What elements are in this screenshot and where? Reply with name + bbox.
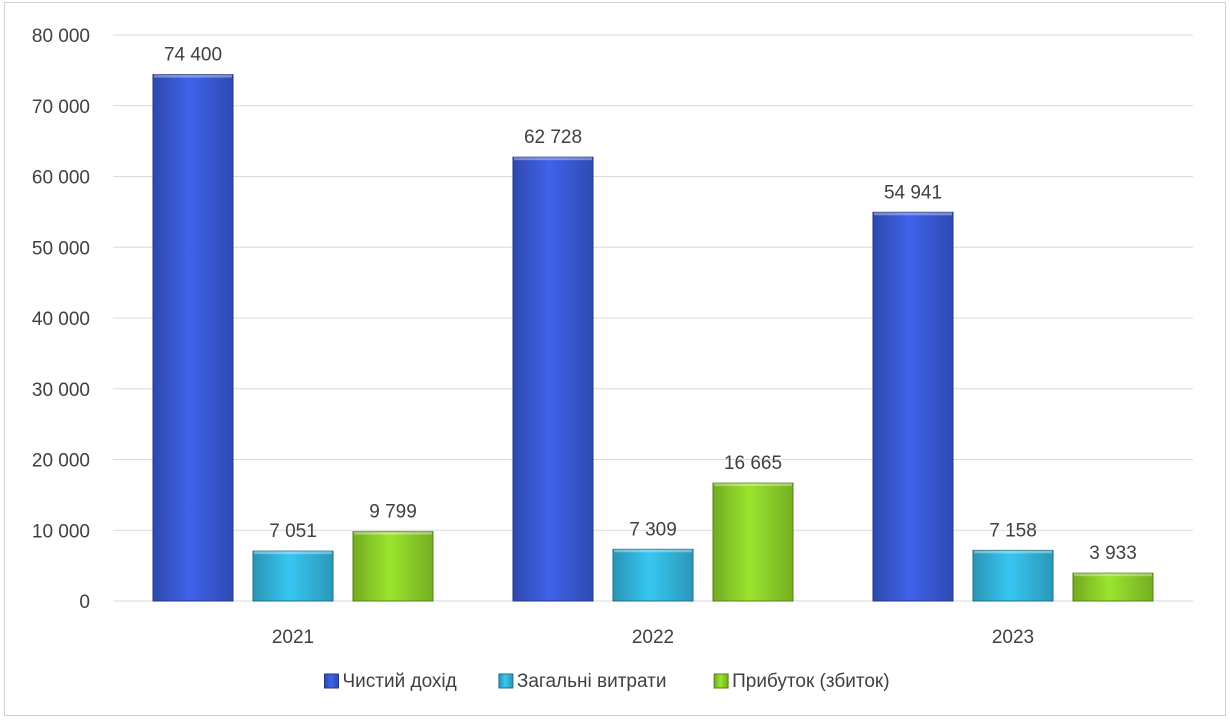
bar-2023-series-0 xyxy=(872,211,954,602)
bar-highlight xyxy=(874,212,952,216)
bar-highlight xyxy=(1074,573,1152,577)
y-tick-label: 10 000 xyxy=(32,521,90,542)
y-tick-label: 80 000 xyxy=(32,26,90,47)
bar-chart: 0 10 000 20 000 30 000 40 000 50 000 60 000 70 … xyxy=(32,26,1193,692)
bar-2021-series-1 xyxy=(252,550,334,602)
bar-highlight xyxy=(254,551,332,555)
chart-frame: 0 10 000 20 000 30 000 40 000 50 000 60 000 70 … xyxy=(4,2,1226,716)
y-tick-label: 30 000 xyxy=(32,380,90,401)
data-label: 7 309 xyxy=(629,519,677,540)
x-category-label: 2021 xyxy=(272,627,314,648)
data-label: 16 665 xyxy=(724,453,782,474)
bar-2022-series-1 xyxy=(612,548,694,602)
legend: Чистий дохід Загальні витрати Прибуток (зб… xyxy=(324,671,890,692)
legend-swatch xyxy=(713,673,729,689)
data-label: 3 933 xyxy=(1089,543,1137,564)
bar-highlight xyxy=(354,531,432,535)
y-tick-label: 70 000 xyxy=(32,97,90,118)
bars xyxy=(152,74,1154,602)
y-tick-label: 50 000 xyxy=(32,238,90,259)
bar-2021-series-0 xyxy=(152,74,234,602)
legend-label: Чистий дохід xyxy=(343,671,457,692)
bar-highlight xyxy=(614,549,692,553)
bar-highlight xyxy=(154,74,232,78)
legend-label: Прибуток (збиток) xyxy=(732,671,889,692)
bar-2022-series-2 xyxy=(712,482,794,602)
data-label: 9 799 xyxy=(369,502,417,523)
legend-swatch xyxy=(498,673,514,689)
x-axis-categories: 2021 2022 2023 xyxy=(272,627,1034,648)
data-label: 7 158 xyxy=(989,520,1037,541)
data-label: 7 051 xyxy=(269,521,317,542)
data-label: 54 941 xyxy=(884,182,942,203)
x-category-label: 2023 xyxy=(992,627,1034,648)
bar-2023-series-2 xyxy=(1072,572,1154,602)
gridlines xyxy=(113,34,1193,602)
legend-label: Загальні витрати xyxy=(517,671,667,692)
bar-2021-series-2 xyxy=(352,531,434,602)
y-tick-label: 60 000 xyxy=(32,168,90,189)
bar-2022-series-0 xyxy=(512,156,594,602)
y-tick-label: 20 000 xyxy=(32,451,90,472)
legend-swatch xyxy=(324,673,339,689)
bar-highlight xyxy=(714,483,792,487)
bar-2023-series-1 xyxy=(972,549,1054,602)
y-tick-label: 0 xyxy=(79,592,90,613)
data-label: 74 400 xyxy=(164,45,222,66)
bar-highlight xyxy=(974,550,1052,554)
y-tick-label: 40 000 xyxy=(32,309,90,330)
bar-highlight xyxy=(514,157,592,161)
y-axis-ticks: 0 10 000 20 000 30 000 40 000 50 000 60 000 70 … xyxy=(32,26,90,613)
data-label: 62 728 xyxy=(524,127,582,148)
data-labels: 74 400 7 051 9 799 62 728 7 309 16 665 54 941 7… xyxy=(164,45,1137,565)
x-category-label: 2022 xyxy=(632,627,674,648)
